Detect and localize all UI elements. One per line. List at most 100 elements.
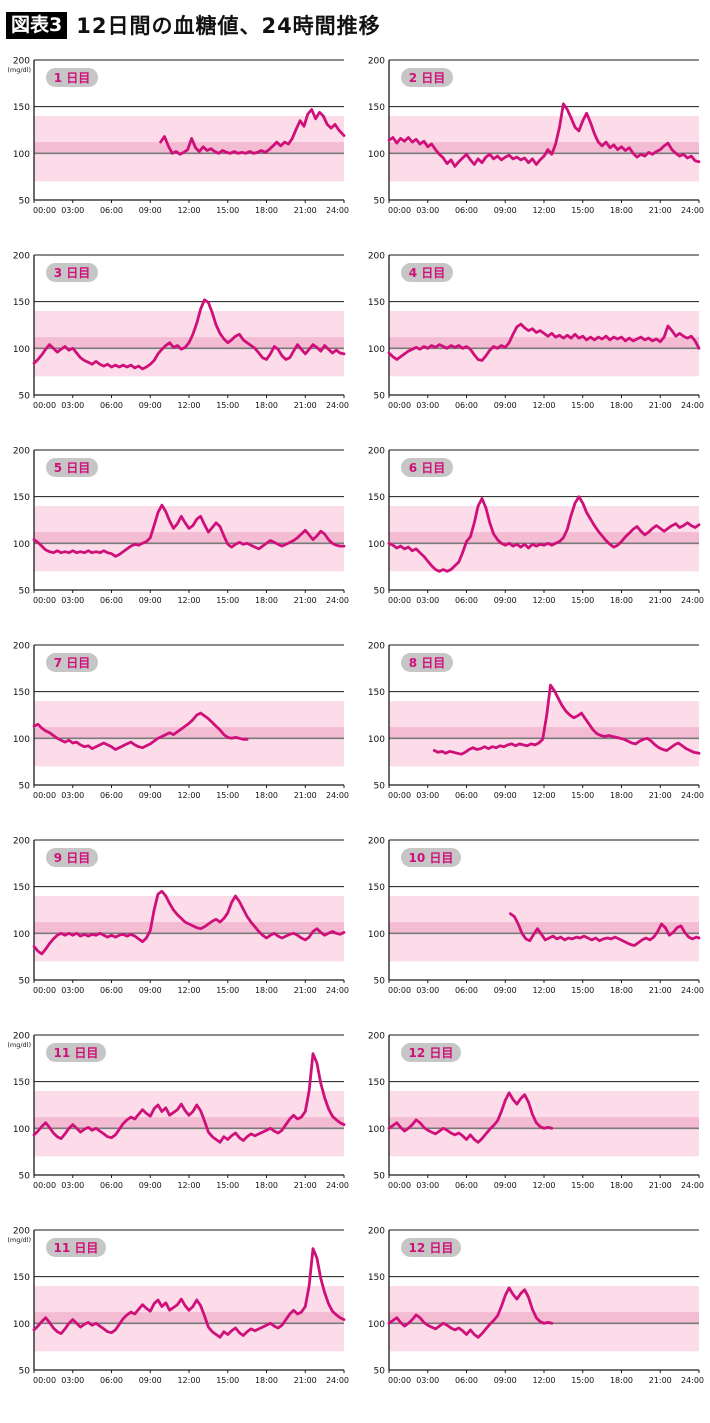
x-tick-label: 09:00: [139, 401, 162, 410]
x-tick-label: 09:00: [494, 206, 517, 215]
x-tick-label: 18:00: [255, 1181, 278, 1190]
x-tick-label: 18:00: [610, 1181, 633, 1190]
x-tick-label: 06:00: [100, 1181, 123, 1190]
x-tick-label: 00:00: [33, 791, 56, 800]
x-tick-label: 18:00: [255, 596, 278, 605]
y-tick-label: 50: [374, 1367, 386, 1377]
x-tick-label: 24:00: [326, 986, 349, 995]
x-tick-label: 00:00: [33, 986, 56, 995]
x-tick-label: 18:00: [610, 1376, 633, 1385]
day-badge-label: 2 日目: [409, 71, 446, 85]
x-tick-label: 21:00: [649, 206, 672, 215]
x-tick-label: 03:00: [61, 596, 84, 605]
y-tick-label: 100: [13, 1320, 30, 1330]
day-badge-label: 6 日目: [409, 461, 446, 475]
x-tick-label: 03:00: [416, 986, 439, 995]
x-tick-label: 03:00: [416, 206, 439, 215]
y-tick-label: 150: [368, 883, 385, 893]
y-tick-label: 50: [19, 977, 31, 987]
x-tick-label: 12:00: [532, 401, 555, 410]
x-tick-label: 00:00: [33, 1181, 56, 1190]
chart-day-4: 200 150 100 50 00:00 03:00 06:00 09:00 12:00 15:0…: [355, 247, 710, 423]
x-tick-label: 00:00: [33, 206, 56, 215]
day-badge: [46, 653, 98, 672]
x-tick-label: 24:00: [681, 401, 704, 410]
glucose-line: [432, 683, 701, 756]
x-tick-label: 09:00: [139, 1376, 162, 1385]
day-badge-label: 10 日目: [409, 851, 454, 865]
x-tick-label: 18:00: [610, 401, 633, 410]
x-tick-label: 24:00: [681, 791, 704, 800]
chart-day-10: 200 150 100 50 00:00 03:00 06:00 09:00 12:00 15:0…: [355, 832, 710, 1008]
x-tick-label: 00:00: [388, 1376, 411, 1385]
x-tick-label: 15:00: [216, 1376, 239, 1385]
y-tick-label: 200: [368, 57, 385, 67]
day-badge-label: 8 日目: [409, 656, 446, 670]
day-badge: [46, 1238, 106, 1257]
x-tick-label: 24:00: [326, 791, 349, 800]
y-tick-label: 100: [13, 1125, 30, 1135]
x-tick-label: 18:00: [610, 206, 633, 215]
x-tick-label: 12:00: [177, 206, 200, 215]
x-tick-label: 09:00: [139, 206, 162, 215]
x-tick-label: 18:00: [255, 401, 278, 410]
x-tick-label: 12:00: [177, 1181, 200, 1190]
normal-range-band: [34, 532, 344, 544]
x-tick-label: 00:00: [33, 401, 56, 410]
x-tick-label: 06:00: [100, 791, 123, 800]
x-tick-label: 09:00: [494, 401, 517, 410]
chart-day-5: 200 150 100 50 00:00 03:00 06:00 09:00 12:00 15:0…: [0, 442, 355, 618]
x-tick-label: 21:00: [649, 1376, 672, 1385]
y-tick-label: 200: [13, 447, 30, 457]
x-tick-label: 15:00: [216, 401, 239, 410]
day-badge-label: 4 日目: [409, 266, 446, 280]
day-badge-label: 12 日目: [409, 1046, 454, 1060]
x-tick-label: 09:00: [494, 1376, 517, 1385]
x-tick-label: 12:00: [532, 596, 555, 605]
y-tick-label: 50: [19, 782, 31, 792]
normal-range-band: [34, 1312, 344, 1324]
x-tick-label: 03:00: [416, 1181, 439, 1190]
x-tick-label: 03:00: [61, 401, 84, 410]
glucose-line: [32, 1247, 346, 1339]
glucose-line: [387, 495, 701, 573]
y-axis-unit-label: (mg/dl): [7, 1041, 31, 1049]
chart-day-2: 200 150 100 50 00:00 03:00 06:00 09:00 12:00 15:0…: [355, 52, 710, 228]
y-tick-label: 100: [368, 1320, 385, 1330]
x-tick-label: 21:00: [294, 401, 317, 410]
y-tick-label: 200: [13, 837, 30, 847]
x-tick-label: 24:00: [326, 1376, 349, 1385]
y-tick-label: 150: [368, 103, 385, 113]
x-tick-label: 03:00: [61, 791, 84, 800]
x-tick-label: 03:00: [61, 986, 84, 995]
x-tick-label: 06:00: [100, 596, 123, 605]
x-tick-label: 15:00: [571, 1376, 594, 1385]
x-tick-label: 09:00: [139, 1181, 162, 1190]
x-tick-label: 24:00: [326, 596, 349, 605]
day-badge-label: 9 日目: [54, 851, 91, 865]
y-tick-label: 100: [13, 150, 30, 160]
x-tick-label: 06:00: [455, 1376, 478, 1385]
day-badge-label: 3 日目: [54, 266, 91, 280]
y-tick-label: 50: [374, 1172, 386, 1182]
figure-title: 12日間の血糖値、24時間推移: [76, 14, 381, 38]
x-tick-label: 06:00: [455, 596, 478, 605]
x-tick-label: 18:00: [255, 791, 278, 800]
x-tick-label: 00:00: [388, 986, 411, 995]
glucose-line: [32, 711, 249, 751]
x-tick-label: 09:00: [139, 596, 162, 605]
x-tick-label: 18:00: [255, 1376, 278, 1385]
y-tick-label: 50: [374, 977, 386, 987]
x-tick-label: 18:00: [255, 986, 278, 995]
glucose-line: [32, 298, 346, 371]
chart-day-11: 200 150 100 50 (mg/dl) 00:00 03:00 06:00 09:00 12…: [0, 1027, 355, 1203]
x-tick-label: 21:00: [649, 596, 672, 605]
x-tick-label: 21:00: [294, 986, 317, 995]
x-tick-label: 15:00: [571, 986, 594, 995]
x-tick-label: 24:00: [681, 596, 704, 605]
x-tick-label: 21:00: [294, 1181, 317, 1190]
